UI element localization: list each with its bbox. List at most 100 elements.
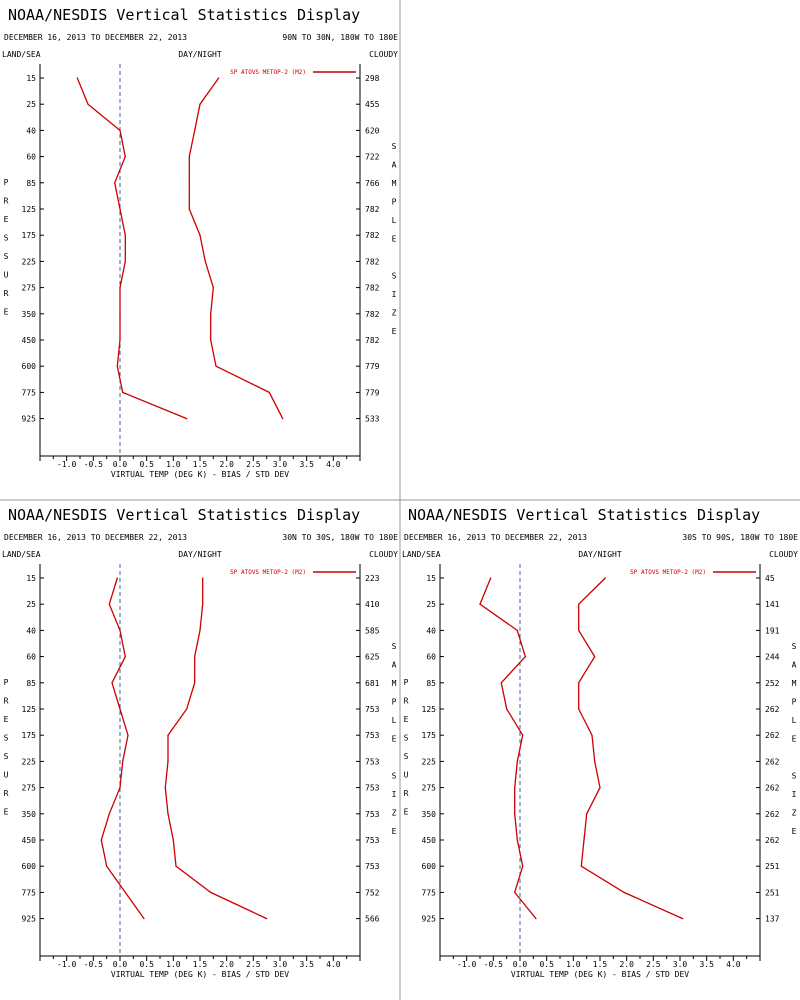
x-tick-label: 2.5 xyxy=(646,960,661,969)
series-point-std_dev xyxy=(594,760,596,762)
x-tick-label: 3.0 xyxy=(673,960,688,969)
sample-size-label: 752 xyxy=(365,888,380,897)
date-range: DECEMBER 16, 2013 TO DECEMBER 22, 2013 xyxy=(404,533,587,542)
x-tick-label: 0.5 xyxy=(139,960,154,969)
x-tick-label: 2.0 xyxy=(219,460,234,469)
series-point-bias xyxy=(124,891,126,893)
series-point-std_dev xyxy=(266,918,268,920)
y2-axis-label-letter: E xyxy=(392,327,397,336)
series-point-bias xyxy=(106,865,108,867)
series-point-std_dev xyxy=(578,708,580,710)
y-axis-label-letter: E xyxy=(404,808,409,817)
series-point-std_dev xyxy=(682,918,684,920)
pressure-tick-label: 925 xyxy=(22,415,37,424)
x-tick-label: -0.5 xyxy=(484,960,503,969)
pressure-tick-label: 450 xyxy=(422,836,437,845)
y2-axis-label-letter: L xyxy=(392,716,397,725)
series-point-bias xyxy=(87,103,89,105)
x-axis-label: VIRTUAL TEMP (DEG K) - BIAS / STD DEV xyxy=(111,470,289,479)
y-axis-label-letter: S xyxy=(404,752,409,761)
series-point-bias xyxy=(516,629,518,631)
series-point-bias xyxy=(500,682,502,684)
series-line-std_dev xyxy=(578,577,683,920)
land-sea-header: LAND/SEA xyxy=(2,50,41,59)
series-point-bias xyxy=(124,156,126,158)
sample-size-label: 455 xyxy=(365,100,380,109)
x-tick-label: 2.0 xyxy=(219,960,234,969)
y2-axis-label-letter: E xyxy=(392,235,397,244)
sample-size-label: 625 xyxy=(365,653,380,662)
y-axis-label-letter: S xyxy=(4,252,9,261)
series-point-std_dev xyxy=(172,839,174,841)
x-axis-label: VIRTUAL TEMP (DEG K) - BIAS / STD DEV xyxy=(511,970,689,979)
series-point-std_dev xyxy=(578,603,580,605)
series-point-std_dev xyxy=(167,734,169,736)
pressure-tick-label: 60 xyxy=(426,653,436,662)
sample-size-label: 262 xyxy=(765,810,780,819)
x-tick-label: 4.0 xyxy=(726,960,741,969)
y2-axis-label-letter: P xyxy=(792,698,797,707)
series-point-std_dev xyxy=(164,787,166,789)
pressure-tick-label: 925 xyxy=(22,915,37,924)
x-tick-label: 0.5 xyxy=(139,460,154,469)
pressure-tick-label: 450 xyxy=(22,336,37,345)
x-tick-label: 4.0 xyxy=(326,460,341,469)
y-axis-label-letter: E xyxy=(404,715,409,724)
pressure-tick-label: 600 xyxy=(22,362,37,371)
y-axis-label-letter: P xyxy=(404,678,409,687)
chart-panel-2: NOAA/NESDIS Vertical Statistics Display D… xyxy=(2,506,398,979)
y-axis-label-letter: S xyxy=(4,752,9,761)
x-tick-label: 2.0 xyxy=(619,960,634,969)
sample-size-label: 782 xyxy=(365,310,380,319)
sample-size-label: 262 xyxy=(765,705,780,714)
pressure-tick-label: 225 xyxy=(22,257,37,266)
y2-axis-label-letter: A xyxy=(392,661,397,670)
pressure-tick-label: 15 xyxy=(26,74,36,83)
y-axis-label-letter: R xyxy=(404,697,409,706)
x-tick-label: -0.5 xyxy=(84,460,103,469)
series-point-bias xyxy=(522,865,524,867)
x-tick-label: 4.0 xyxy=(326,960,341,969)
series-point-std_dev xyxy=(202,603,204,605)
x-tick-label: 0.0 xyxy=(113,460,128,469)
pressure-tick-label: 15 xyxy=(26,574,36,583)
pressure-tick-label: 600 xyxy=(422,862,437,871)
x-tick-label: 2.5 xyxy=(246,960,261,969)
series-point-bias xyxy=(127,734,129,736)
series-point-bias xyxy=(116,577,118,579)
series-point-bias xyxy=(514,813,516,815)
series-point-bias xyxy=(108,603,110,605)
sample-size-label: 262 xyxy=(765,757,780,766)
pressure-tick-label: 175 xyxy=(422,731,437,740)
y2-axis-label-letter: A xyxy=(392,161,397,170)
region-label: 90N TO 30N, 180W TO 180E xyxy=(282,33,398,42)
series-point-bias xyxy=(76,77,78,79)
sample-size-label: 753 xyxy=(365,757,380,766)
series-point-bias xyxy=(124,260,126,262)
x-tick-label: 0.0 xyxy=(113,960,128,969)
pressure-tick-label: 350 xyxy=(422,810,437,819)
sample-size-label: 262 xyxy=(765,784,780,793)
series-point-bias xyxy=(479,603,481,605)
y-axis-label-letter: S xyxy=(404,734,409,743)
sample-size-label: 141 xyxy=(765,600,780,609)
series-point-bias xyxy=(122,760,124,762)
date-range: DECEMBER 16, 2013 TO DECEMBER 22, 2013 xyxy=(4,33,187,42)
x-tick-label: 3.5 xyxy=(299,960,314,969)
y2-axis-label-letter: E xyxy=(792,735,797,744)
pressure-tick-label: 775 xyxy=(422,888,437,897)
y2-axis-label-letter: I xyxy=(792,790,797,799)
series-point-bias xyxy=(111,682,113,684)
x-tick-label: 1.0 xyxy=(166,960,181,969)
x-tick-label: 1.0 xyxy=(166,460,181,469)
pressure-tick-label: 350 xyxy=(22,310,37,319)
series-line-bias xyxy=(479,577,537,920)
sample-size-label: 45 xyxy=(765,574,775,583)
y-axis-label-letter: P xyxy=(4,178,9,187)
pressure-tick-label: 775 xyxy=(22,388,37,397)
pressure-tick-label: 40 xyxy=(426,626,436,635)
y2-axis-label-letter: A xyxy=(792,661,797,670)
pressure-tick-label: 125 xyxy=(22,705,37,714)
y-axis-label-letter: R xyxy=(4,197,9,206)
series-point-std_dev xyxy=(586,813,588,815)
